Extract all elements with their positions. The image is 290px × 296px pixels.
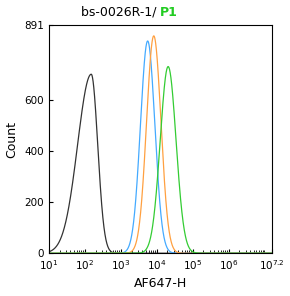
Y-axis label: Count: Count (6, 121, 19, 158)
Text: bs-0026R-1/: bs-0026R-1/ (81, 6, 160, 19)
X-axis label: AF647-H: AF647-H (134, 277, 187, 290)
Text: P1: P1 (160, 6, 178, 19)
